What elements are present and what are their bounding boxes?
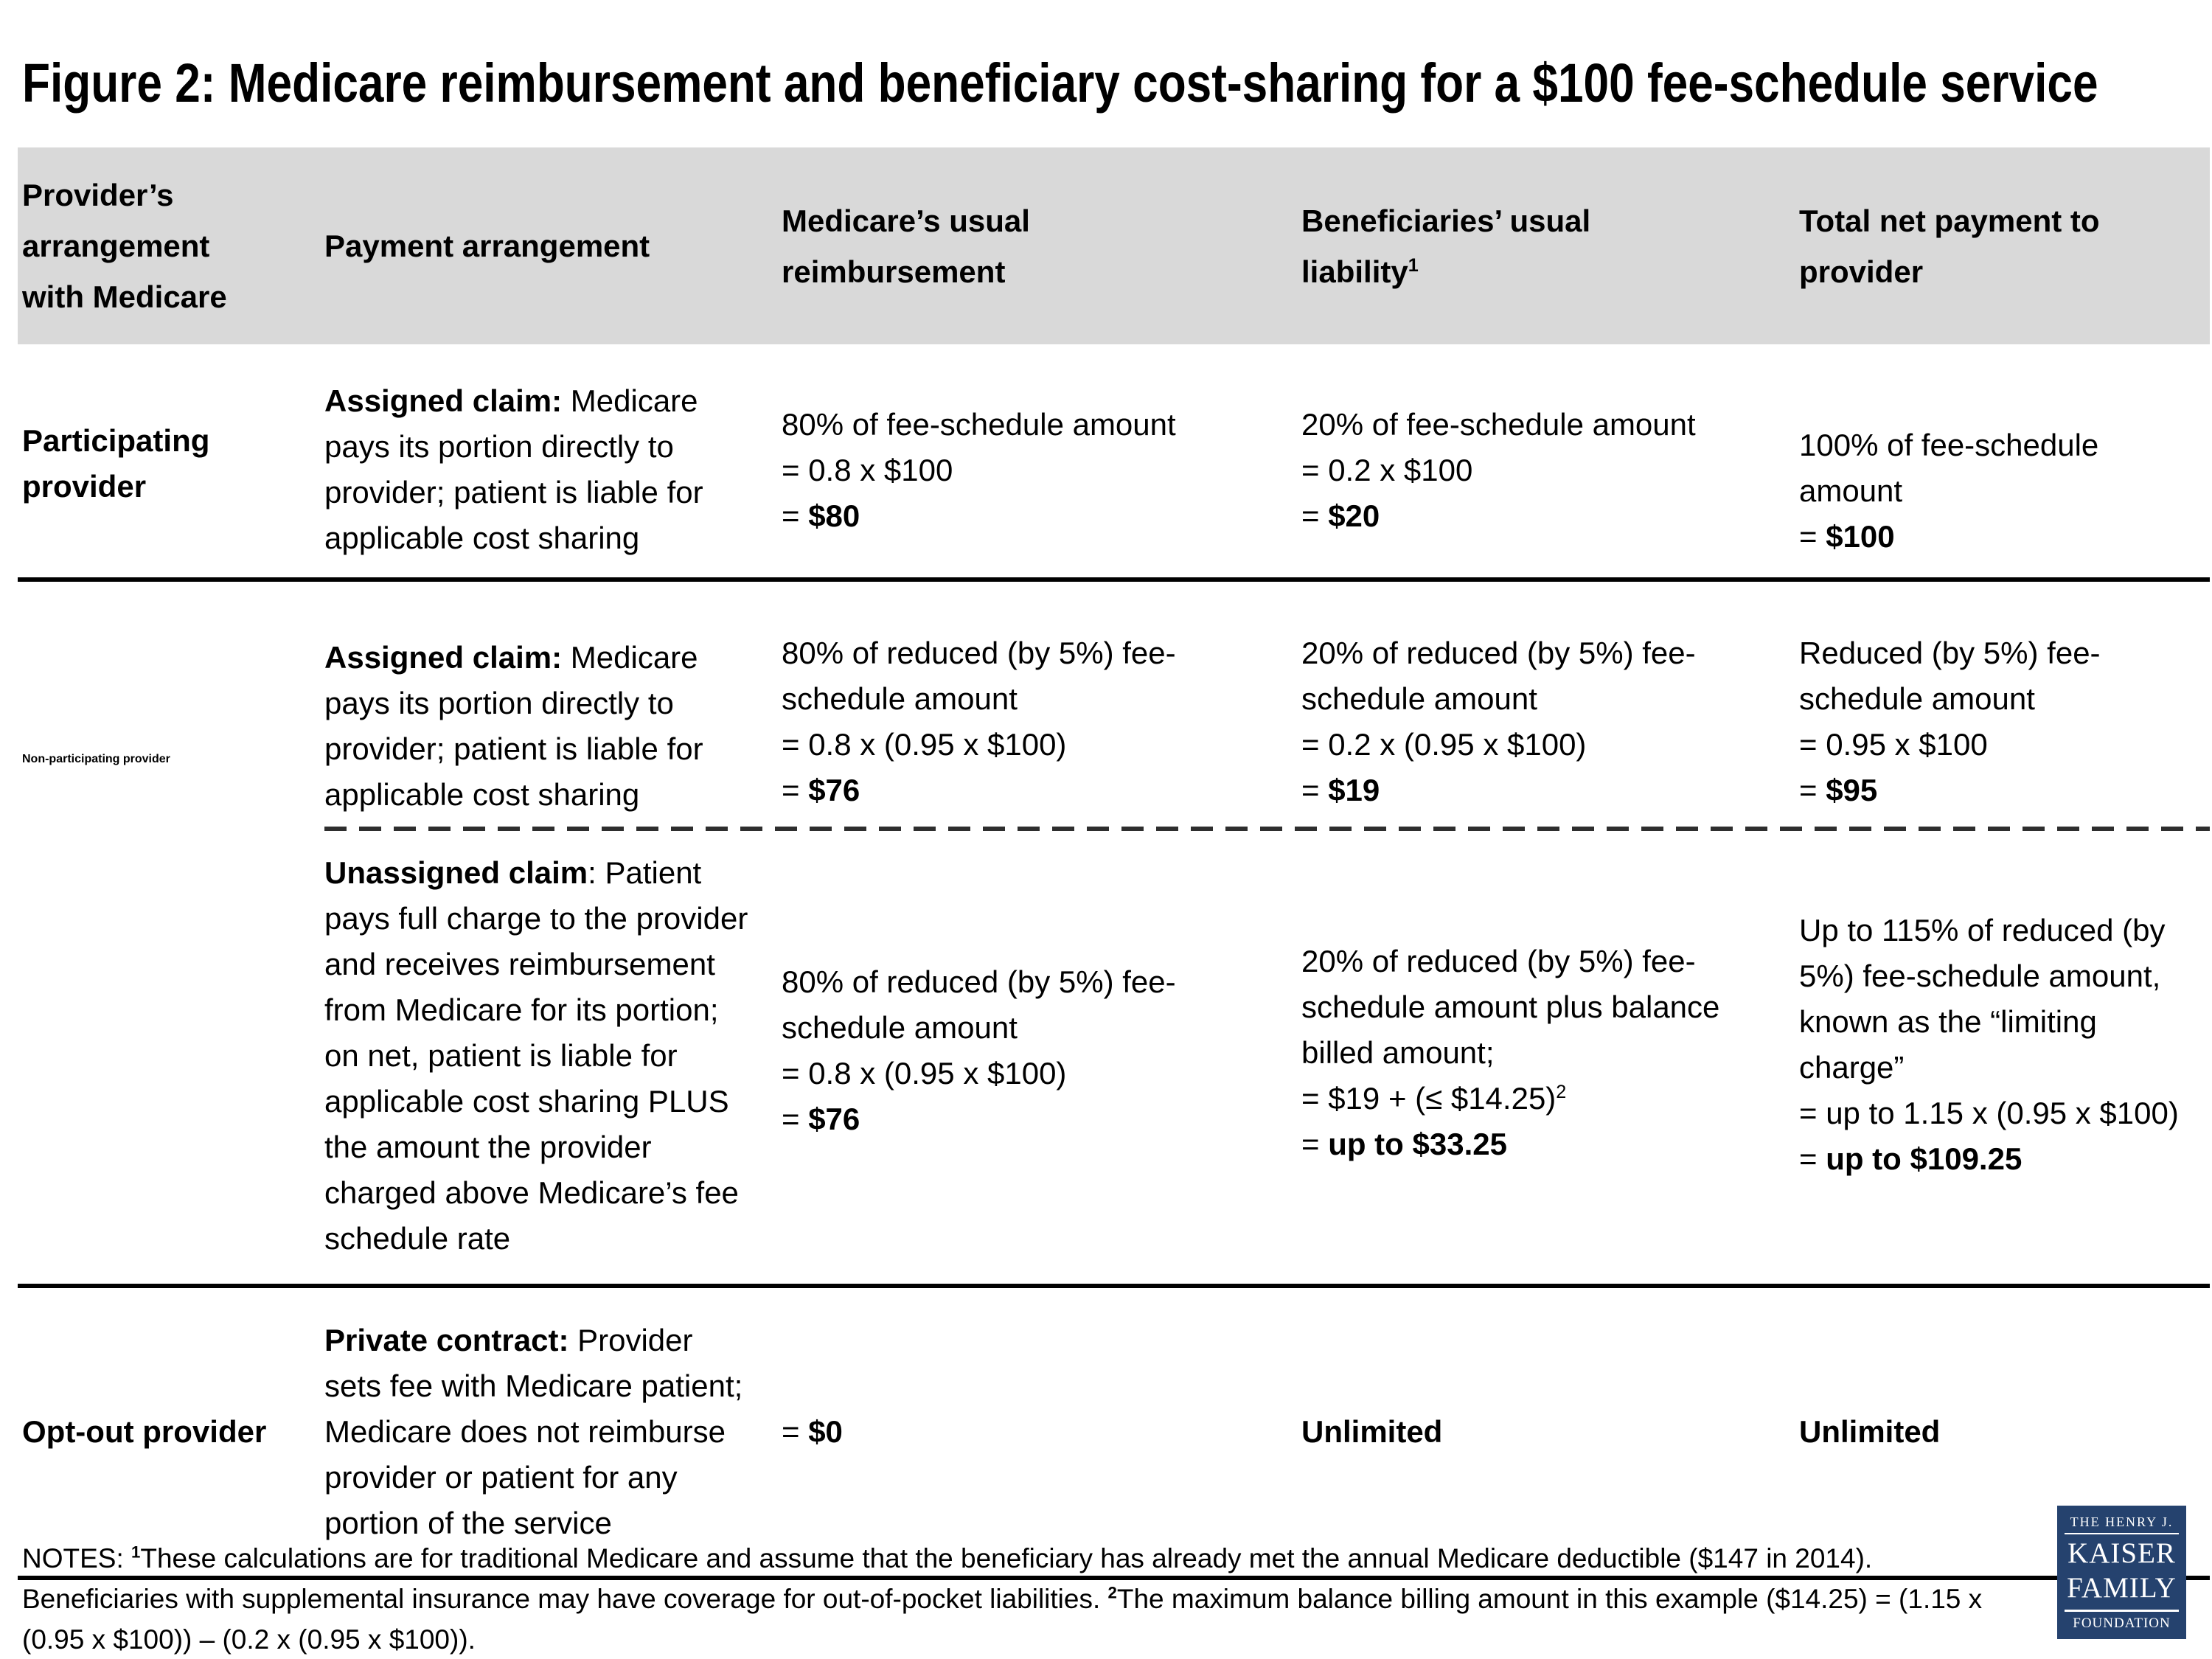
figure-title: Figure 2: Medicare reimbursement and ben…: [22, 52, 2098, 114]
amount: $80: [808, 498, 860, 533]
amount: $95: [1826, 773, 1878, 807]
row-label: Opt-out provider: [22, 1414, 267, 1449]
notes-text: NOTES: 1These calculations are for tradi…: [22, 1543, 1983, 1655]
notes-label: NOTES:: [22, 1543, 132, 1573]
footnote-2-marker: 2: [1107, 1583, 1117, 1602]
amount: Unlimited: [1301, 1414, 1443, 1449]
logo-line-family: FAMILY: [2067, 1572, 2177, 1604]
header-beneficiary-liability: Beneficiaries’ usual liability1: [1301, 203, 1591, 289]
reimbursement-table: Provider’s arrangement with Medicare Pay…: [18, 147, 2210, 1580]
medicare-reimbursement-cell: 80% of fee-schedule amount = 0.8 x $100 …: [782, 407, 1176, 533]
row-optout-provider: Opt-out provider Private contract: Provi…: [18, 1288, 2210, 1580]
amount: $0: [808, 1414, 843, 1449]
beneficiary-liability-cell: Unlimited: [1301, 1409, 1799, 1455]
footnote-2-marker: 2: [1556, 1082, 1567, 1102]
amount: $100: [1826, 519, 1895, 554]
payment-arrangement-cell: Assigned claim: Medicare pays its portio…: [324, 640, 703, 812]
footnote-1-marker: 1: [1408, 254, 1419, 276]
logo-divider: [2065, 1533, 2179, 1534]
medicare-reimbursement-cell: = $0: [782, 1414, 843, 1449]
header-medicare-reimbursement: Medicare’s usual reimbursement: [782, 203, 1030, 289]
footnote-1-marker: 1: [131, 1543, 141, 1562]
amount: $76: [808, 773, 860, 807]
logo-line-henry-j: THE HENRY J.: [2070, 1514, 2174, 1529]
subrow-unassigned-claim: Unassigned claim: Patient pays full char…: [18, 831, 2210, 1284]
logo-divider: [2065, 1610, 2179, 1612]
subrow-assigned-claim: Assigned claim: Medicare pays its portio…: [18, 582, 2210, 827]
total-payment-cell: Up to 115% of reduced (by 5%) fee-schedu…: [1799, 913, 2179, 1176]
header-total-net-payment: Total net payment to provider: [1799, 203, 2100, 289]
header-provider-arrangement: Provider’s arrangement with Medicare: [22, 178, 227, 314]
amount: up to $33.25: [1328, 1127, 1507, 1161]
beneficiary-liability-cell: 20% of fee-schedule amount = 0.2 x $100 …: [1301, 407, 1696, 533]
beneficiary-liability-cell: 20% of reduced (by 5%) fee-schedule amou…: [1301, 944, 1720, 1161]
amount: $19: [1328, 773, 1380, 807]
amount: up to $109.25: [1826, 1141, 2023, 1176]
row-nonparticipating-provider: Non-participating provider Assigned clai…: [18, 582, 2210, 1288]
logo-line-foundation: FOUNDATION: [2073, 1615, 2171, 1631]
amount: $20: [1328, 498, 1380, 533]
payment-arrangement-cell: Unassigned claim: Patient pays full char…: [324, 855, 748, 1256]
payment-arrangement-cell: Assigned claim: Medicare pays its portio…: [324, 383, 703, 555]
amount: Unlimited: [1799, 1414, 1941, 1449]
total-payment-cell: Reduced (by 5%) fee-schedule amount = 0.…: [1799, 636, 2101, 807]
table-header-row: Provider’s arrangement with Medicare Pay…: [18, 147, 2210, 344]
header-payment-arrangement: Payment arrangement: [324, 229, 650, 263]
row-participating-provider: Participating provider Assigned claim: M…: [18, 344, 2210, 582]
amount: $76: [808, 1102, 860, 1136]
row-label: Participating provider: [22, 423, 210, 504]
total-payment-cell: 100% of fee-schedule amount = $100: [1799, 428, 2099, 554]
row-label: Non-participating provider: [22, 753, 170, 765]
medicare-reimbursement-cell: 80% of reduced (by 5%) fee-schedule amou…: [782, 964, 1176, 1136]
logo-line-kaiser: KAISER: [2067, 1537, 2176, 1569]
medicare-reimbursement-cell: 80% of reduced (by 5%) fee-schedule amou…: [782, 636, 1176, 807]
total-payment-cell: Unlimited: [1799, 1409, 2210, 1455]
dashed-separator: [324, 827, 2210, 831]
payment-arrangement-cell: Private contract: Provider sets fee with…: [324, 1323, 743, 1540]
kaiser-family-foundation-logo: THE HENRY J. KAISER FAMILY FOUNDATION: [2057, 1506, 2186, 1639]
beneficiary-liability-cell: 20% of reduced (by 5%) fee-schedule amou…: [1301, 636, 1696, 807]
